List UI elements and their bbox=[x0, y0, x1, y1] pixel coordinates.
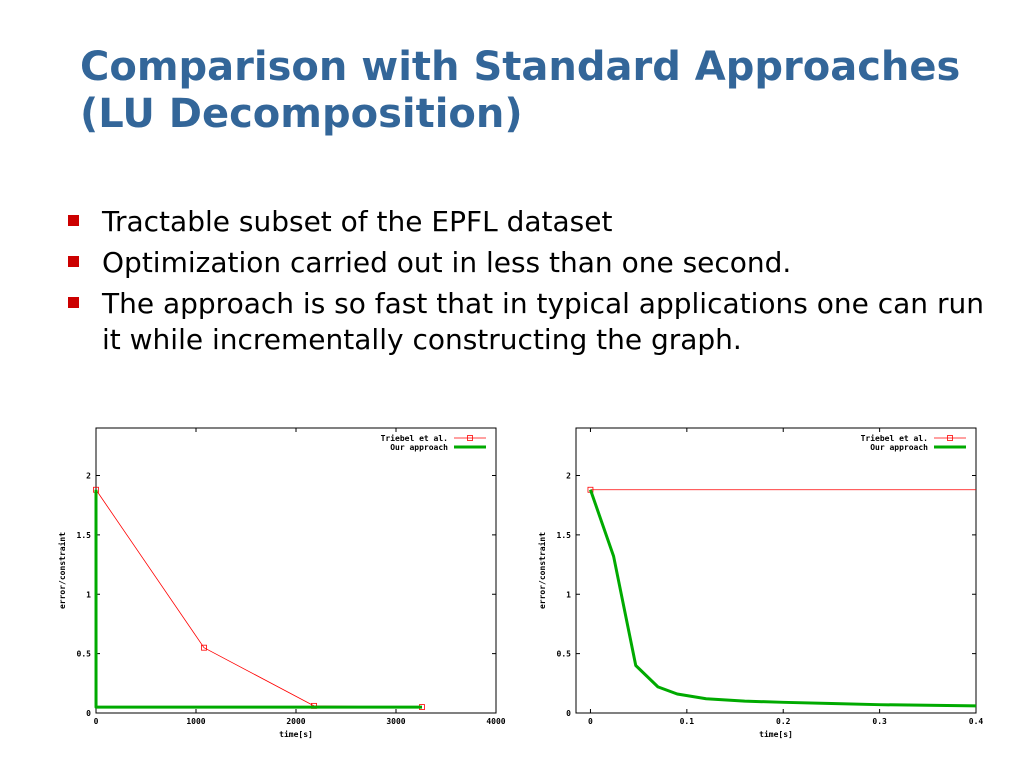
bullet-text: Optimization carried out in less than on… bbox=[102, 246, 792, 279]
bullet-text: Tractable subset of the EPFL dataset bbox=[102, 205, 613, 238]
plot-frame bbox=[575, 427, 977, 714]
chart-canvas: 0 1000 2000 3000 4000 0 0.5 1 1.5 2 time[s] error/c… bbox=[57, 427, 506, 739]
chart-canvas: 0 0.1 0.2 0.3 0.4 0 0.5 1 1.5 2 time[s] error/const… bbox=[537, 427, 984, 739]
legend-marker-swatch bbox=[947, 435, 953, 441]
y-tick-label: 0 bbox=[566, 709, 571, 718]
square-bullet-icon bbox=[68, 256, 79, 267]
y-tick-label: 1.5 bbox=[77, 531, 92, 540]
bullet-text: The approach is so fast that in typical … bbox=[102, 287, 984, 356]
square-bullet-icon bbox=[68, 215, 79, 226]
legend-entry-label: Triebel et al. bbox=[381, 433, 448, 443]
y-tick-label: 0.5 bbox=[557, 650, 572, 659]
x-tick-label: 0 bbox=[588, 717, 593, 726]
y-tick-label: 1 bbox=[566, 590, 571, 599]
x-axis-label: time[s] bbox=[759, 729, 793, 739]
bullet-item: The approach is so fast that in typical … bbox=[66, 286, 986, 358]
x-tick-label: 0.1 bbox=[680, 717, 695, 726]
slide-title: Comparison with Standard Approaches (LU … bbox=[80, 44, 961, 137]
y-tick-label: 1 bbox=[86, 590, 91, 599]
bullet-item: Tractable subset of the EPFL dataset bbox=[66, 204, 986, 240]
x-tick-label: 0.3 bbox=[872, 717, 887, 726]
x-tick-label: 0 bbox=[94, 717, 99, 726]
lu-comparison-chart-right: 0 0.1 0.2 0.3 0.4 0 0.5 1 1.5 2 time[s] error/const… bbox=[532, 423, 1002, 743]
legend-marker-swatch bbox=[467, 435, 473, 441]
series-line-our-approach bbox=[589, 489, 977, 708]
square-bullet-icon bbox=[68, 297, 79, 308]
x-tick-label: 4000 bbox=[486, 717, 505, 726]
x-axis-label: time[s] bbox=[279, 729, 313, 739]
plot-frame bbox=[95, 427, 497, 714]
data-point-marker bbox=[201, 644, 207, 651]
y-tick-label: 2 bbox=[86, 472, 91, 481]
bullet-item: Optimization carried out in less than on… bbox=[66, 245, 986, 281]
y-axis-label: error/constraint bbox=[57, 532, 67, 609]
series-line-triebel bbox=[95, 489, 423, 708]
legend-entry-label: Triebel et al. bbox=[861, 433, 928, 443]
lu-comparison-chart-left: 0 1000 2000 3000 4000 0 0.5 1 1.5 2 time[s] error/c… bbox=[52, 423, 522, 743]
y-tick-label: 2 bbox=[566, 472, 571, 481]
x-tick-label: 1000 bbox=[186, 717, 205, 726]
y-tick-label: 0.5 bbox=[77, 650, 92, 659]
y-axis-label: error/constraint bbox=[537, 532, 547, 609]
y-tick-label: 1.5 bbox=[557, 531, 572, 540]
bullet-list: Tractable subset of the EPFL dataset Opt… bbox=[66, 204, 986, 363]
y-tick-label: 0 bbox=[86, 709, 91, 718]
series-line-our-approach bbox=[94, 489, 422, 709]
x-tick-label: 2000 bbox=[286, 717, 305, 726]
legend-entry-label: Our approach bbox=[390, 443, 448, 452]
x-tick-label: 0.2 bbox=[776, 717, 791, 726]
legend-entry-label: Our approach bbox=[870, 443, 928, 452]
x-tick-label: 0.4 bbox=[969, 717, 984, 726]
x-tick-label: 3000 bbox=[386, 717, 405, 726]
